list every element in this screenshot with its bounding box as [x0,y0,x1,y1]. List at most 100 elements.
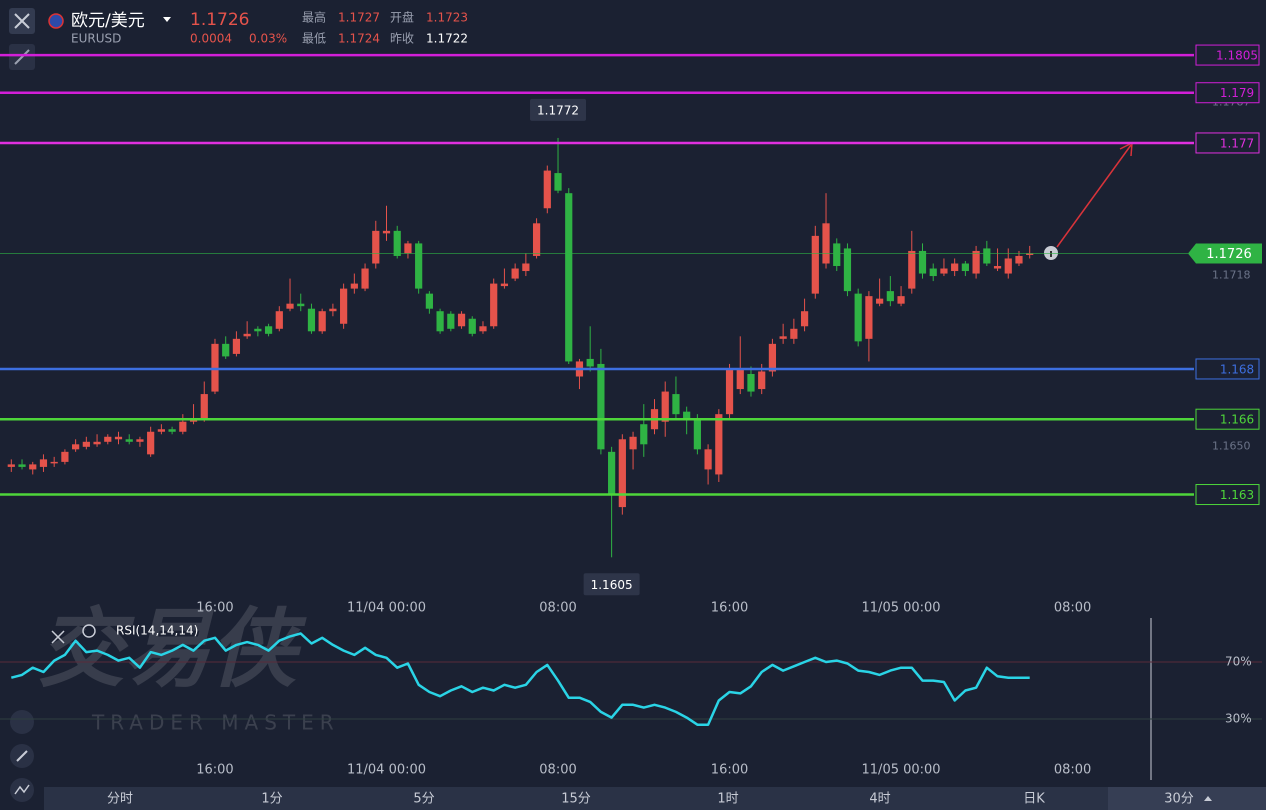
tab-period-arrow[interactable] [1204,796,1212,801]
candle-body [200,394,208,420]
candle-body [532,223,541,256]
collapse-icon[interactable] [14,49,30,65]
tab[interactable]: 30分 [1164,792,1194,807]
candle-body [415,243,423,289]
tool-indicator-icon[interactable] [14,784,30,795]
x-tick-label: 16:00 [711,601,748,616]
rsi-tick-label: 70% [1225,655,1252,669]
candle-body [29,464,37,470]
close-button[interactable] [9,8,35,34]
stat-label: 最高 [302,10,326,25]
candle-body [179,421,187,432]
candle-body [18,464,26,467]
candle-body [640,424,648,445]
candle-body [833,243,841,267]
candle-body [264,326,273,334]
x-tick-label: 11/05 00:00 [862,763,941,778]
candle-body [93,441,101,445]
tab[interactable]: 1时 [717,792,738,807]
rsi-title: RSI(14,14,14) [116,624,198,638]
candle-body [951,263,959,272]
candle-body [318,311,326,332]
tab[interactable]: 日K [1023,792,1045,807]
candle-body [157,429,165,432]
tab[interactable]: 15分 [561,792,591,807]
rsi-settings[interactable] [82,624,96,638]
candle-body [629,436,637,450]
tab[interactable]: 1分 [261,792,282,807]
tabs: 分时 1分 5分 15分 1时 4时 日K 30分 [107,792,1194,807]
tab[interactable]: 5分 [413,792,434,807]
candle-body [1026,253,1034,255]
candle-body [983,248,991,264]
candle-body [736,368,744,390]
candle-body [50,461,58,464]
candle-body [993,266,1002,269]
candle-body [457,313,466,327]
candle-body [211,343,219,392]
price-change-pct: 0.03% [249,32,287,46]
candle-body [243,333,251,337]
candle-body [168,429,176,432]
candle-body [329,308,337,312]
candle-body [147,431,155,455]
candle-body [307,308,316,332]
candle-body [490,283,498,327]
level-tag [1195,358,1260,380]
candle-body [297,303,305,307]
level-label: 1.177 [1220,136,1254,150]
candle-body [479,326,487,332]
stat-value: 1.1727 [338,11,380,25]
high-label: 1.1772 [537,103,579,117]
candle-body [39,459,48,467]
level-tag [1195,82,1260,104]
candle-body [404,243,412,254]
stat-value: 1.1723 [426,11,468,25]
candle-body [254,328,262,332]
tool-candles[interactable] [10,710,34,734]
candle-body [232,338,241,354]
candle-body [725,368,734,415]
candle-body [468,318,476,334]
candle-body [779,336,787,339]
x-tick-label: 11/04 00:00 [347,763,426,778]
rsi-line [10,632,1030,726]
x-tick-label: 11/04 00:00 [347,601,426,616]
candle-body [876,298,884,304]
x-tick-label: 08:00 [539,763,576,778]
low-label: 1.1605 [591,578,633,592]
candle-body [7,464,15,467]
candle-body [843,248,852,292]
candle-body [372,230,380,264]
candle-body [758,371,766,390]
candle-body [693,419,701,450]
candle-body [543,170,551,209]
tool-draw-icon[interactable] [16,750,28,762]
tab[interactable]: 4时 [869,792,890,807]
symbol-dropdown[interactable] [163,17,171,22]
symbol-code: EURUSD [71,32,121,46]
rsi-close[interactable] [51,630,65,644]
x-tick-label: 11/05 00:00 [862,601,941,616]
tab[interactable]: 分时 [107,792,133,807]
candle-body [1004,258,1012,274]
tab-period-bg[interactable] [1108,787,1266,810]
candle-body [222,343,230,357]
y-tick-label: 1.1718 [1212,269,1251,282]
candle-body [747,373,755,392]
collapse-button[interactable] [9,44,35,70]
x-tick-label: 08:00 [539,601,576,616]
level-label: 1.168 [1220,362,1254,376]
candle-body [425,293,433,309]
stat-label: 最低 [302,32,326,46]
current-price: 1.1726 [190,10,249,30]
candle-body [715,414,723,475]
candle-body [114,436,123,440]
candle-body [447,313,455,329]
close-icon[interactable] [14,13,30,29]
candle-body [72,444,80,450]
symbol-name[interactable]: 欧元/美元 [71,11,145,31]
level-label: 1.179 [1220,86,1254,100]
x-tick-label: 16:00 [196,601,233,616]
